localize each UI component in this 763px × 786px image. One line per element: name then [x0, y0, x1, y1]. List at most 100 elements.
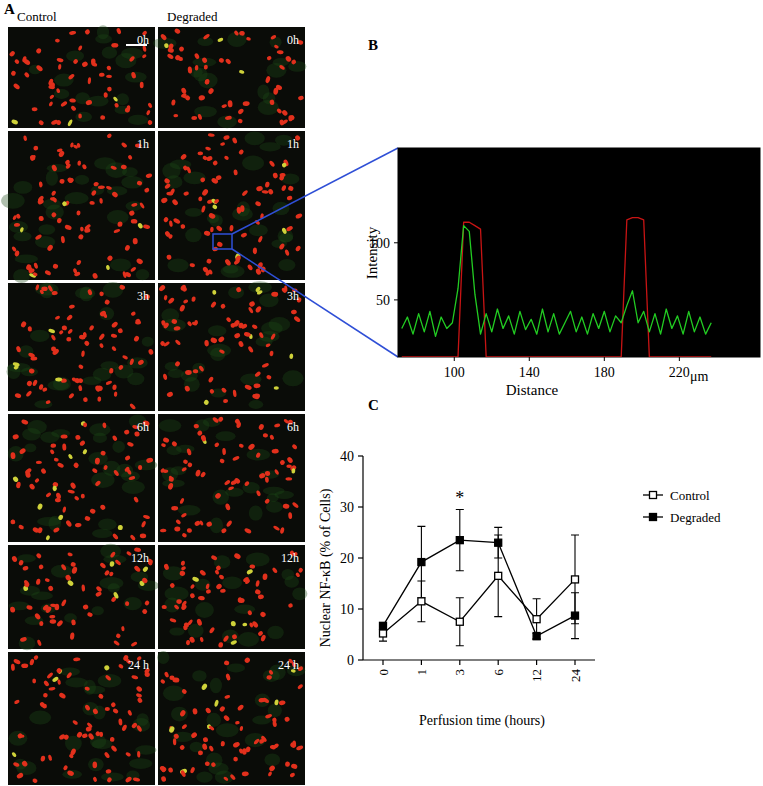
nucleus — [93, 182, 99, 187]
nucleus — [40, 755, 45, 762]
nucleus — [201, 57, 208, 64]
nucleus — [39, 621, 43, 626]
x-tick-label: 180 — [594, 365, 615, 380]
nucleus — [100, 115, 105, 120]
nucleus — [99, 562, 106, 569]
nucleus — [205, 583, 210, 590]
nucleus — [242, 771, 249, 776]
nucleus — [83, 340, 90, 347]
nucleus — [270, 34, 277, 40]
nucleus — [267, 771, 272, 777]
nucleus — [194, 53, 200, 60]
nucleus — [95, 591, 102, 597]
nucleus — [63, 734, 70, 741]
nucleus — [161, 605, 167, 610]
nucleus — [218, 642, 224, 648]
nucleus — [232, 455, 240, 461]
nucleus — [109, 561, 114, 567]
nucleus — [81, 494, 85, 499]
nucleus — [297, 683, 304, 690]
nucleus — [229, 225, 233, 232]
nucleus — [217, 336, 225, 344]
nucleus — [58, 329, 64, 335]
x-tick-label: 100 — [444, 365, 465, 380]
nucleus — [289, 353, 294, 359]
nucleus — [236, 207, 241, 214]
nucleus — [171, 506, 178, 511]
nucleus — [84, 29, 91, 36]
plot-area — [379, 510, 579, 646]
x-tick-label: 220 — [669, 365, 690, 380]
nucleus — [40, 468, 47, 475]
nucleus — [85, 99, 93, 106]
nucleus — [239, 31, 245, 37]
nucleus — [266, 55, 272, 60]
nucleus — [284, 249, 290, 256]
nucleus — [139, 202, 145, 209]
nucleus — [173, 217, 181, 224]
nucleus — [199, 637, 204, 643]
nucleus — [206, 521, 213, 528]
nucleus — [180, 560, 185, 566]
nucleus — [11, 555, 18, 563]
nucleus — [141, 520, 147, 528]
nucleus — [240, 232, 247, 238]
nucleus — [207, 87, 214, 95]
nucleus — [183, 191, 189, 196]
data-point — [495, 539, 502, 546]
nucleus — [191, 116, 197, 120]
nucleus — [51, 346, 56, 351]
nucleus — [198, 750, 203, 755]
nucleus — [160, 528, 167, 532]
nucleus — [186, 320, 192, 326]
nucleus — [258, 594, 265, 600]
nucleus — [223, 135, 230, 141]
nucleus — [291, 309, 298, 314]
nucleus — [173, 326, 180, 331]
micrograph-background — [8, 545, 155, 649]
nucleus — [247, 264, 254, 271]
nucleus — [212, 290, 217, 295]
nucleus — [67, 579, 75, 587]
nucleus — [169, 220, 173, 227]
nucleus — [62, 443, 66, 450]
nucleus — [208, 725, 215, 731]
y-tick-label: 0 — [347, 653, 354, 668]
nucleus — [143, 224, 151, 230]
cytoplasm-stain — [169, 627, 184, 635]
nucleus — [37, 195, 45, 203]
nucleus — [65, 519, 73, 527]
data-point — [495, 572, 502, 579]
nucleus — [273, 525, 281, 531]
nucleus — [265, 713, 273, 719]
nucleus — [68, 73, 76, 80]
nucleus — [37, 639, 43, 646]
nucleus — [233, 169, 237, 175]
nucleus — [122, 271, 127, 278]
nucleus — [285, 477, 292, 481]
cytoplasm-stain — [274, 491, 294, 499]
nucleus — [16, 346, 22, 353]
cytoplasm-stain — [24, 443, 36, 452]
nucleus — [238, 598, 245, 604]
nucleus — [121, 164, 128, 169]
cytoplasm-stain — [183, 171, 206, 184]
profile-line — [402, 218, 711, 357]
nucleus — [204, 340, 209, 347]
micrograph-background — [158, 652, 305, 785]
cytoplasm-stain — [135, 460, 158, 471]
micrograph-background — [8, 27, 155, 128]
nucleus — [203, 65, 208, 70]
panel-label: B — [368, 37, 378, 53]
nucleus — [295, 245, 302, 252]
cytoplasm-stain — [89, 423, 110, 436]
nucleus — [57, 679, 61, 685]
nucleus — [99, 504, 106, 511]
nucleus — [12, 433, 19, 440]
nucleus — [164, 178, 171, 185]
nucleus — [52, 486, 57, 492]
nucleus — [179, 709, 187, 717]
micrograph — [158, 281, 305, 411]
nucleus — [255, 286, 261, 293]
nucleus — [269, 350, 274, 356]
